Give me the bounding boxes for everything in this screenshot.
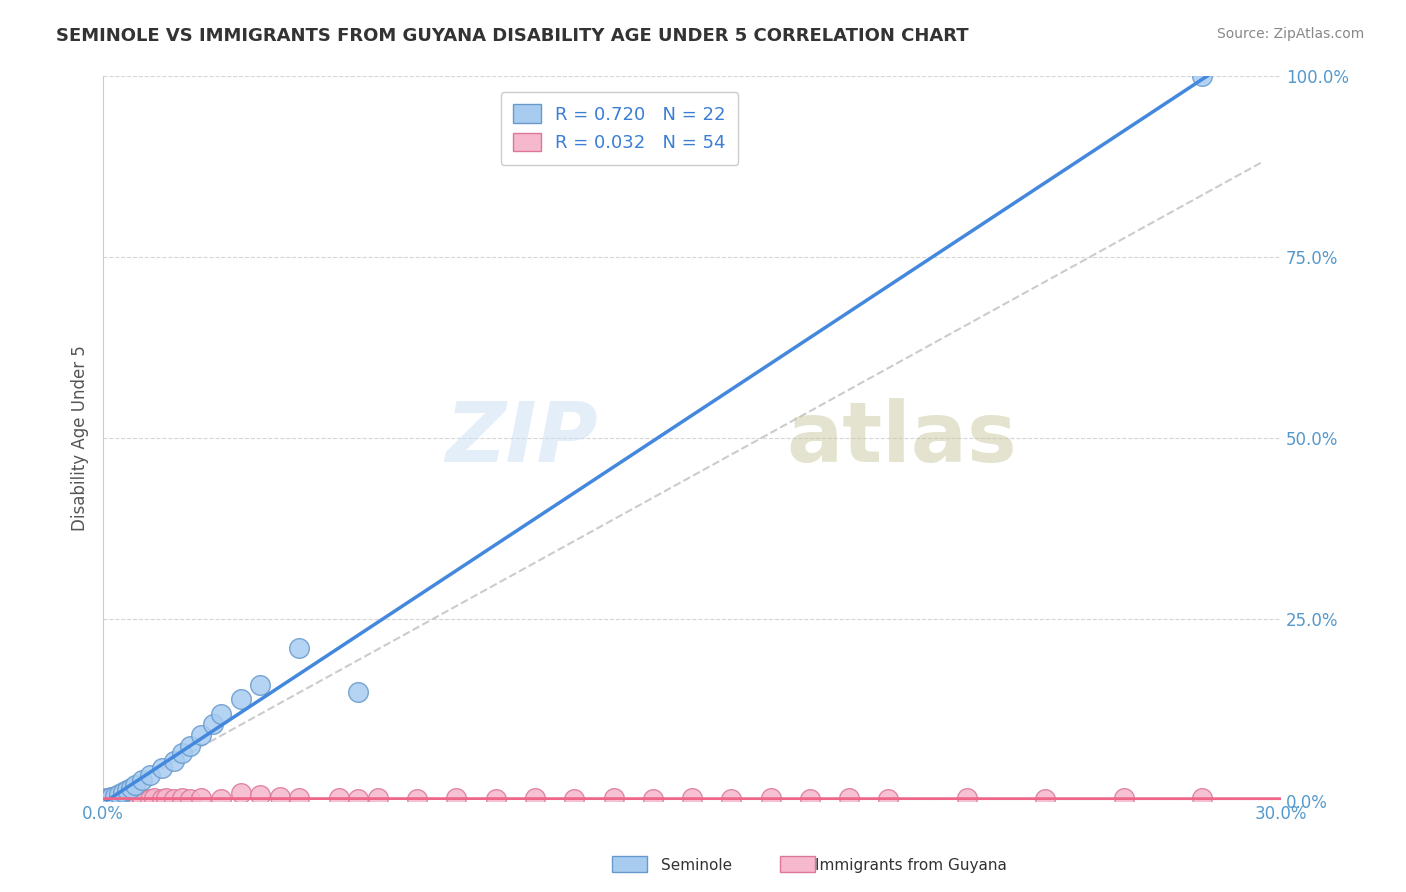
Point — [100, 792, 122, 806]
Point — [124, 791, 146, 805]
Point — [288, 641, 311, 656]
Point — [1191, 69, 1213, 83]
Point — [202, 717, 225, 731]
Point — [877, 792, 900, 806]
Point — [347, 792, 370, 806]
Point — [150, 792, 173, 806]
Point — [150, 761, 173, 775]
Point — [249, 788, 271, 802]
Legend: R = 0.720   N = 22, R = 0.032   N = 54: R = 0.720 N = 22, R = 0.032 N = 54 — [501, 92, 738, 165]
Point — [96, 791, 118, 805]
Point — [269, 789, 291, 804]
Point — [139, 768, 162, 782]
Point — [120, 792, 142, 806]
Point — [288, 791, 311, 805]
Point — [108, 791, 131, 805]
Point — [100, 791, 122, 805]
Text: Immigrants from Guyana: Immigrants from Guyana — [815, 858, 1007, 872]
Point — [163, 792, 186, 806]
Point — [209, 706, 232, 721]
Point — [229, 786, 252, 800]
Point — [1035, 792, 1057, 806]
Point — [111, 792, 134, 806]
Point — [190, 791, 212, 805]
Point — [108, 792, 131, 806]
Point — [347, 685, 370, 699]
Point — [1191, 791, 1213, 805]
Point — [170, 747, 193, 761]
Point — [120, 791, 142, 805]
Point — [562, 792, 585, 806]
Point — [139, 792, 162, 806]
Point — [163, 754, 186, 768]
Point — [104, 791, 127, 805]
Point — [190, 728, 212, 742]
Point — [124, 792, 146, 806]
Point — [131, 773, 153, 788]
Point — [249, 677, 271, 691]
Point — [485, 792, 508, 806]
Point — [127, 792, 149, 806]
Point — [155, 791, 177, 805]
Text: ZIP: ZIP — [446, 398, 598, 479]
Point — [111, 785, 134, 799]
Point — [524, 791, 547, 805]
Point — [328, 791, 350, 805]
Point — [143, 791, 166, 805]
Point — [209, 792, 232, 806]
Point — [641, 792, 664, 806]
Point — [104, 792, 127, 806]
Point — [108, 787, 131, 801]
Point — [406, 792, 429, 806]
Text: atlas: atlas — [786, 398, 1017, 479]
Text: Seminole: Seminole — [661, 858, 733, 872]
Point — [96, 792, 118, 806]
Point — [115, 791, 138, 805]
Point — [96, 791, 118, 805]
Point — [838, 791, 860, 805]
Point — [179, 739, 201, 754]
Point — [1112, 791, 1135, 805]
Y-axis label: Disability Age Under 5: Disability Age Under 5 — [72, 345, 89, 531]
Point — [120, 780, 142, 795]
Point — [229, 692, 252, 706]
Text: Source: ZipAtlas.com: Source: ZipAtlas.com — [1216, 27, 1364, 41]
Point — [759, 791, 782, 805]
Point — [124, 778, 146, 792]
Point — [170, 791, 193, 805]
Point — [115, 782, 138, 797]
Point — [179, 792, 201, 806]
Point — [111, 792, 134, 806]
Point — [799, 792, 821, 806]
Point — [956, 791, 979, 805]
Point — [602, 791, 624, 805]
Text: SEMINOLE VS IMMIGRANTS FROM GUYANA DISABILITY AGE UNDER 5 CORRELATION CHART: SEMINOLE VS IMMIGRANTS FROM GUYANA DISAB… — [56, 27, 969, 45]
Point — [111, 791, 134, 805]
Point — [720, 792, 742, 806]
Point — [108, 792, 131, 806]
Point — [115, 792, 138, 806]
Point — [681, 791, 703, 805]
Point — [100, 789, 122, 804]
Point — [446, 791, 468, 805]
Point — [104, 789, 127, 803]
Point — [131, 792, 153, 806]
Point — [131, 791, 153, 805]
Point — [367, 791, 389, 805]
